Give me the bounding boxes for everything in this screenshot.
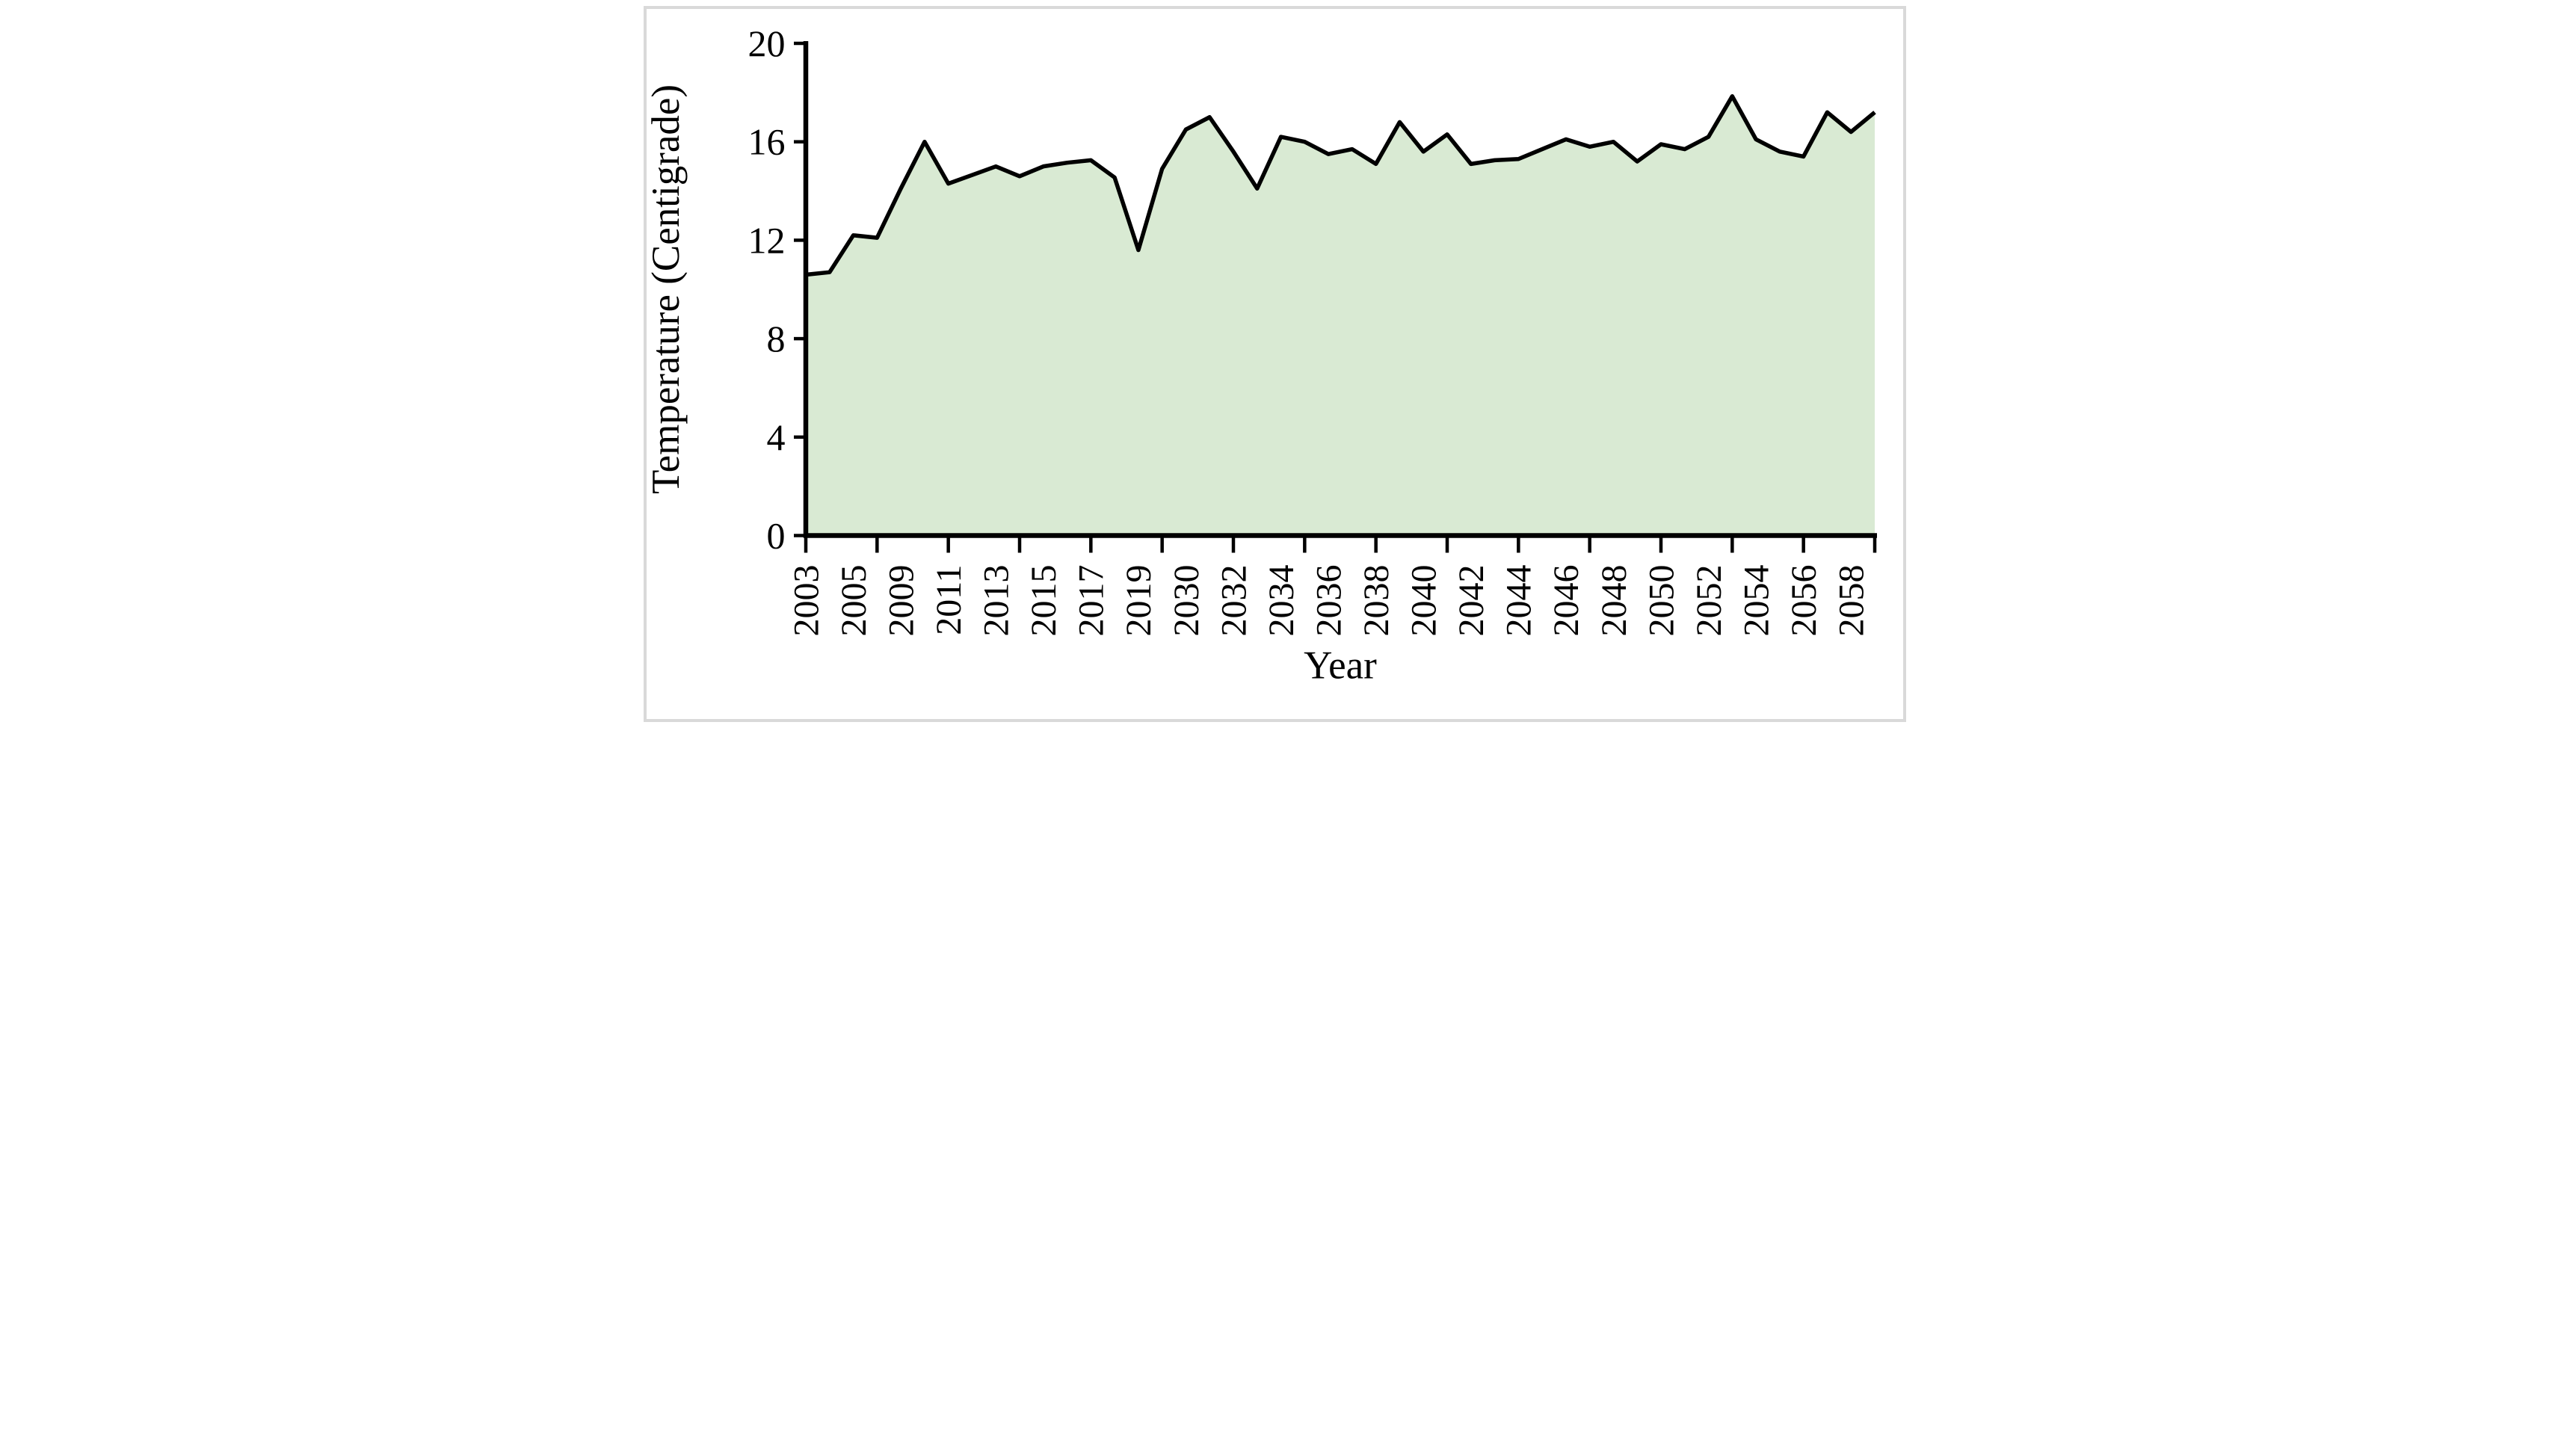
chart-figure: 0 4 8 12 16 20 2003 2005 2009 2011 2013 2015 2017 20… — [637, 0, 1912, 728]
y-tick-label: 16 — [748, 121, 785, 163]
x-tick-label: 2019 — [1119, 565, 1159, 637]
x-tick-label: 2005 — [833, 565, 873, 637]
x-tick-label: 2032 — [1214, 565, 1254, 637]
x-tick-label: 2011 — [928, 565, 968, 635]
y-tick-label: 12 — [748, 219, 785, 261]
x-tick-label: 2050 — [1642, 565, 1681, 637]
x-tick-label: 2003 — [786, 565, 826, 637]
x-tick-label: 2044 — [1499, 565, 1538, 637]
area-fill — [805, 96, 1875, 536]
x-tick-label: 2036 — [1309, 565, 1349, 637]
y-tick-label: 4 — [766, 416, 785, 458]
x-tick-label: 2046 — [1547, 565, 1586, 637]
axes — [803, 41, 1877, 538]
x-tick-labels: 2003 2005 2009 2011 2013 2015 2017 2019 2030 2032… — [786, 565, 1871, 637]
y-tick-marks — [793, 41, 806, 537]
x-tick-label: 2034 — [1261, 565, 1301, 637]
x-tick-label: 2054 — [1736, 565, 1776, 637]
x-tick-label: 2038 — [1356, 565, 1396, 637]
x-tick-marks — [804, 535, 1876, 553]
x-tick-label: 2013 — [976, 565, 1016, 637]
x-tick-label: 2015 — [1024, 565, 1064, 637]
x-tick-label: 2056 — [1784, 565, 1823, 637]
y-tick-labels: 0 4 8 12 16 20 — [748, 22, 785, 557]
x-axis-title: Year — [1304, 644, 1377, 688]
x-tick-label: 2009 — [881, 565, 921, 637]
x-tick-label: 2058 — [1831, 565, 1871, 637]
x-tick-label: 2052 — [1689, 565, 1728, 637]
x-tick-label: 2030 — [1166, 565, 1206, 637]
temperature-line — [805, 94, 1876, 277]
x-tick-label: 2042 — [1452, 565, 1491, 637]
y-axis-title: Temperature (Centigrade) — [644, 84, 688, 494]
y-tick-label: 20 — [748, 22, 785, 64]
area-series — [805, 94, 1876, 536]
x-tick-label: 2040 — [1404, 565, 1443, 637]
y-tick-label: 0 — [766, 515, 785, 557]
figure-frame — [643, 6, 1906, 722]
x-tick-label: 2048 — [1594, 565, 1633, 637]
x-tick-label: 2017 — [1071, 565, 1111, 637]
y-tick-label: 8 — [766, 318, 785, 360]
